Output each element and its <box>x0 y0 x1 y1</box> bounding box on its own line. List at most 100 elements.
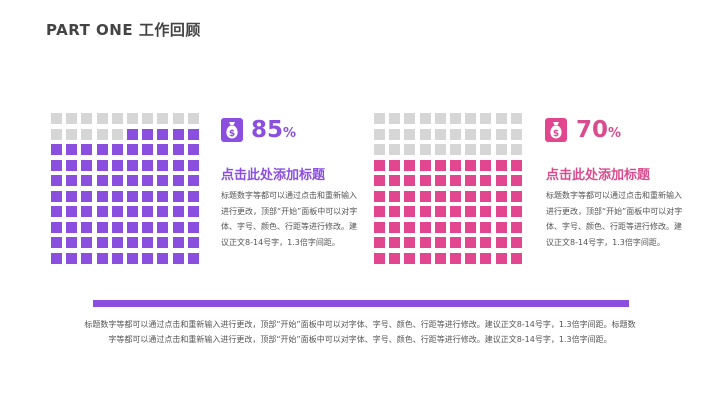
waffle-cell-empty-left <box>81 128 93 140</box>
waffle-cell-filled-left <box>126 237 138 248</box>
waffle-cell-filled-left <box>157 175 169 186</box>
waffle-cell-empty-right <box>510 144 522 155</box>
waffle-cell-filled-right <box>449 237 461 248</box>
waffle-cell-filled-right <box>389 252 401 264</box>
waffle-cell-filled-left <box>157 237 169 248</box>
waffle-cell-filled-left <box>172 221 184 233</box>
waffle-cell-filled-right <box>510 221 522 233</box>
waffle-cell-filled-right <box>419 206 431 217</box>
waffle-cell-filled-left <box>157 252 169 264</box>
waffle-cell-empty-left <box>81 113 93 124</box>
waffle-cell-filled-right <box>374 237 385 248</box>
waffle-cell-filled-left <box>187 237 199 248</box>
waffle-cell-filled-left <box>51 237 62 248</box>
waffle-cell-filled-right <box>465 221 477 233</box>
waffle-cell-filled-left <box>142 144 154 155</box>
waffle-cell-filled-left <box>96 159 108 171</box>
divider-bar <box>93 300 629 307</box>
waffle-cell-filled-left <box>172 159 184 171</box>
waffle-cell-empty-right <box>389 113 401 124</box>
waffle-cell-filled-left <box>142 206 154 217</box>
waffle-cell-filled-right <box>389 175 401 186</box>
percent-number-right: 70 <box>576 117 609 143</box>
waffle-cell-filled-right <box>510 206 522 217</box>
waffle-cell-filled-right <box>480 190 492 202</box>
waffle-cell-empty-left <box>66 113 78 124</box>
card-body-right: 标题数字等都可以通过点击和重新输入进行更改，顶部“开始”面板中可以对字体、字号、… <box>546 191 683 247</box>
card-body-left: 标题数字等都可以通过点击和重新输入进行更改，顶部“开始”面板中可以对字体、字号、… <box>221 191 358 247</box>
card-title-left: 点击此处添加标题 <box>221 168 326 183</box>
waffle-cell-filled-left <box>111 237 123 248</box>
waffle-cell-empty-right <box>434 128 446 140</box>
waffle-cell-filled-left <box>51 190 62 202</box>
card-title-right: 点击此处添加标题 <box>546 168 651 183</box>
waffle-cell-filled-left <box>187 159 199 171</box>
waffle-cell-filled-right <box>434 175 446 186</box>
waffle-cell-filled-left <box>172 206 184 217</box>
waffle-cell-filled-right <box>419 190 431 202</box>
waffle-cell-empty-left <box>66 128 78 140</box>
waffle-cell-filled-right <box>465 206 477 217</box>
waffle-cell-empty-right <box>480 144 492 155</box>
waffle-cell-filled-left <box>96 144 108 155</box>
waffle-cell-empty-right <box>374 128 385 140</box>
waffle-cell-empty-right <box>404 128 416 140</box>
waffle-cell-filled-right <box>404 190 416 202</box>
waffle-cell-filled-left <box>187 206 199 217</box>
waffle-cell-filled-right <box>495 221 507 233</box>
page-title: PART ONE 工作回顾 <box>46 21 201 39</box>
waffle-cell-filled-right <box>495 237 507 248</box>
waffle-cell-filled-right <box>465 190 477 202</box>
waffle-cell-filled-right <box>465 237 477 248</box>
waffle-cell-filled-right <box>389 190 401 202</box>
waffle-cell-filled-left <box>66 175 78 186</box>
waffle-cell-filled-left <box>111 175 123 186</box>
percent-value-left: 85% <box>251 119 296 142</box>
waffle-cell-empty-left <box>126 113 138 124</box>
waffle-cell-filled-left <box>81 221 93 233</box>
waffle-cell-filled-right <box>419 175 431 186</box>
waffle-cell-empty-right <box>434 113 446 124</box>
waffle-cell-filled-right <box>374 175 385 186</box>
waffle-cell-filled-left <box>157 144 169 155</box>
waffle-cell-empty-right <box>465 144 477 155</box>
waffle-cell-filled-right <box>449 206 461 217</box>
waffle-cell-filled-left <box>172 144 184 155</box>
waffle-cell-empty-right <box>389 144 401 155</box>
waffle-cell-empty-left <box>142 113 154 124</box>
waffle-cell-filled-right <box>449 221 461 233</box>
waffle-cell-filled-right <box>419 159 431 171</box>
waffle-cell-filled-left <box>66 237 78 248</box>
waffle-cell-filled-left <box>126 159 138 171</box>
waffle-cell-empty-right <box>495 113 507 124</box>
waffle-cell-empty-left <box>51 128 62 140</box>
waffle-cell-empty-left <box>111 113 123 124</box>
waffle-cell-filled-left <box>172 175 184 186</box>
percent-value-right: 70% <box>576 119 621 142</box>
waffle-cell-empty-right <box>419 144 431 155</box>
waffle-cell-empty-right <box>465 113 477 124</box>
waffle-cell-filled-right <box>480 237 492 248</box>
waffle-cell-filled-right <box>389 159 401 171</box>
waffle-cell-empty-right <box>480 113 492 124</box>
waffle-cell-filled-left <box>96 175 108 186</box>
waffle-cell-filled-left <box>172 237 184 248</box>
waffle-cell-filled-right <box>480 175 492 186</box>
waffle-cell-filled-left <box>126 252 138 264</box>
waffle-cell-filled-right <box>495 175 507 186</box>
waffle-cell-filled-left <box>142 128 154 140</box>
waffle-cell-filled-right <box>389 221 401 233</box>
waffle-cell-empty-right <box>449 144 461 155</box>
waffle-cell-empty-left <box>51 113 62 124</box>
waffle-cell-filled-right <box>510 252 522 264</box>
waffle-cell-filled-left <box>51 144 62 155</box>
waffle-cell-filled-left <box>111 159 123 171</box>
waffle-cell-filled-right <box>510 175 522 186</box>
waffle-cell-empty-right <box>465 128 477 140</box>
waffle-cell-filled-right <box>404 206 416 217</box>
waffle-grid-right <box>374 113 522 264</box>
waffle-grid-left <box>51 113 199 264</box>
waffle-cell-filled-left <box>96 206 108 217</box>
waffle-cell-filled-left <box>111 144 123 155</box>
waffle-cell-filled-left <box>66 159 78 171</box>
